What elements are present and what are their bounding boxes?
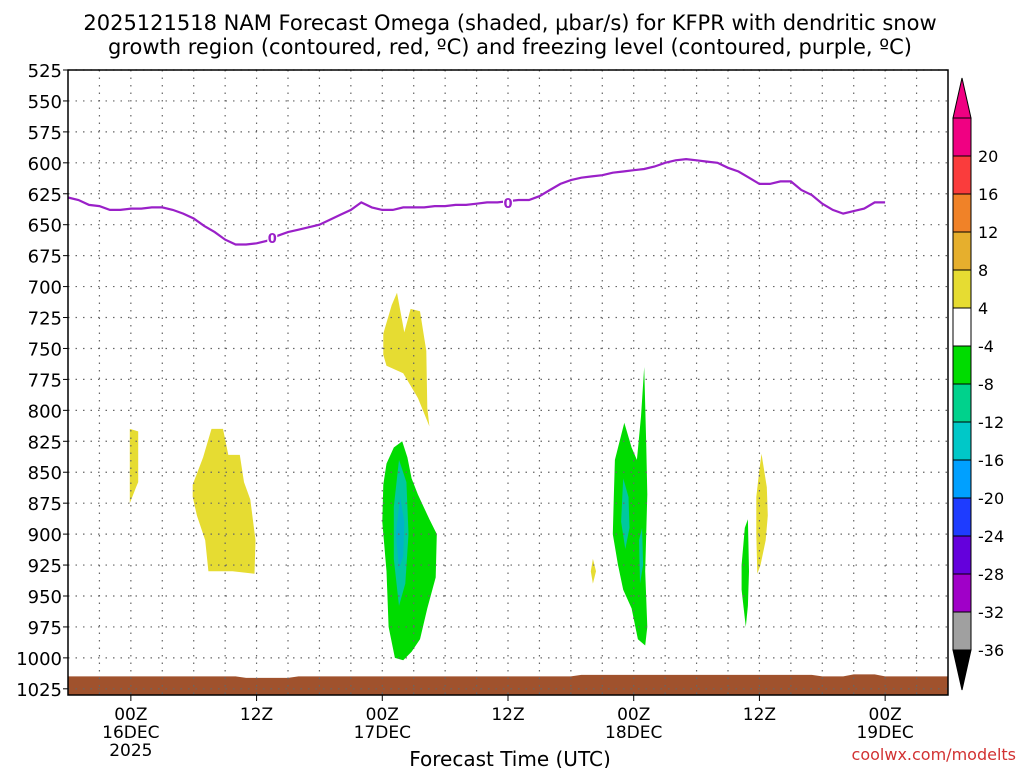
colorbar-label-11: 12 [978,223,998,242]
colorbar-swatch-5 [952,421,972,461]
x-tick-label-0: 00Z [114,705,147,725]
x-tick-label-5: 12Z [743,705,776,725]
y-tick-label-650: 650 [28,216,62,237]
omega-area-negative-omega-17dec-inner [395,497,405,569]
colorbar-swatch-0 [952,611,972,651]
y-tick-label-975: 975 [28,618,62,639]
omega-area-negative-omega-18dec-11z [741,519,749,627]
omega-area-negative-omega-18dec-core2 [639,527,644,584]
colorbar-bottom-arrow [952,649,972,691]
colorbar-swatch-8 [952,307,972,347]
y-tick-label-1025: 1025 [16,680,62,701]
colorbar-label-3: -24 [978,527,1004,546]
chart-title-line-2: growth region (contoured, red, ºC) and f… [108,35,912,59]
colorbar-label-2: -28 [978,565,1004,584]
omega-area-positive-omega-17dec-20z [590,558,596,584]
colorbar-swatch-2 [952,535,972,575]
x-tick-date-2: 17DEC [354,723,411,743]
omega-area-positive-omega-17dec-01z [383,292,430,427]
freezing-level-line [67,157,886,246]
y-tick-label-1000: 1000 [16,649,62,670]
freezing-level-label-1: 0 [503,197,512,212]
x-tick-label-4: 00Z [617,705,650,725]
y-axis: 525 550 575 600 625 650 675 700 725 750 775 800 825 8… [16,61,68,701]
colorbar-label-8: -4 [978,337,994,356]
colorbar-swatch-3 [952,497,972,537]
colorbar-swatch-13 [952,117,972,157]
y-tick-label-600: 600 [28,154,62,175]
omega-colorbar: -36 -32 -28 -24 -20 -16 -12 -8 -4 4 8 12 16 20 [952,77,1004,691]
credit-text: coolwx.com/modelts [852,745,1016,764]
colorbar-swatch-4 [952,459,972,499]
colorbar-label-9: 4 [978,299,988,318]
colorbar-label-10: 8 [978,261,988,280]
colorbar-label-7: -8 [978,375,994,394]
ground-layer [68,674,948,695]
freezing-label-bg-0 [267,230,278,245]
y-tick-label-800: 800 [28,401,62,422]
y-tick-label-700: 700 [28,278,62,299]
colorbar-swatch-10 [952,231,972,271]
y-tick-label-825: 825 [28,432,62,453]
y-tick-label-850: 850 [28,463,62,484]
y-tick-label-925: 925 [28,556,62,577]
colorbar-swatch-1 [952,573,972,613]
chart-title-line-1: 2025121518 NAM Forecast Omega (shaded, μ… [83,11,936,35]
y-tick-label-725: 725 [28,309,62,330]
y-tick-label-950: 950 [28,587,62,608]
colorbar-swatch-7 [952,345,972,385]
colorbar-label-1: -32 [978,603,1004,622]
freezing-level-layer: 00 [67,157,886,247]
y-tick-label-750: 750 [28,339,62,360]
x-tick-date-0: 16DEC [102,723,159,743]
omega-area-negative-omega-18dec-core [621,478,630,549]
x-axis-label: Forecast Time (UTC) [409,747,611,768]
y-tick-label-875: 875 [28,494,62,515]
ground-surface [68,674,948,695]
freezing-label-bg-1 [503,196,513,211]
y-tick-label-625: 625 [28,185,62,206]
x-tick-label-3: 12Z [491,705,524,725]
colorbar-label-13: 20 [978,147,998,166]
omega-area-negative-omega-18dec [612,367,648,646]
colorbar-label-0: -36 [978,641,1004,660]
x-tick-label-6: 00Z [869,705,902,725]
y-tick-label-525: 525 [28,61,62,82]
colorbar-swatch-9 [952,269,972,309]
x-tick-year-0: 2025 [109,741,152,761]
colorbar-swatch-11 [952,193,972,233]
freezing-level-label-0: 0 [268,232,277,247]
x-tick-label-2: 00Z [366,705,399,725]
x-tick-label-1: 12Z [240,705,273,725]
x-tick-date-6: 19DEC [856,723,913,743]
colorbar-top-arrow [952,77,972,119]
omega-area-positive-omega-16dec-00z [129,428,139,504]
y-tick-label-900: 900 [28,525,62,546]
colorbar-label-6: -12 [978,413,1004,432]
x-tick-date-4: 18DEC [605,723,662,743]
omega-area-positive-omega-16dec-09z [192,428,256,574]
colorbar-label-4: -20 [978,489,1004,508]
y-tick-label-550: 550 [28,92,62,113]
colorbar-swatch-6 [952,383,972,423]
colorbar-label-12: 16 [978,185,998,204]
y-tick-label-675: 675 [28,247,62,268]
colorbar-swatch-12 [952,155,972,195]
y-tick-label-775: 775 [28,370,62,391]
y-tick-label-575: 575 [28,123,62,144]
colorbar-label-5: -16 [978,451,1004,470]
